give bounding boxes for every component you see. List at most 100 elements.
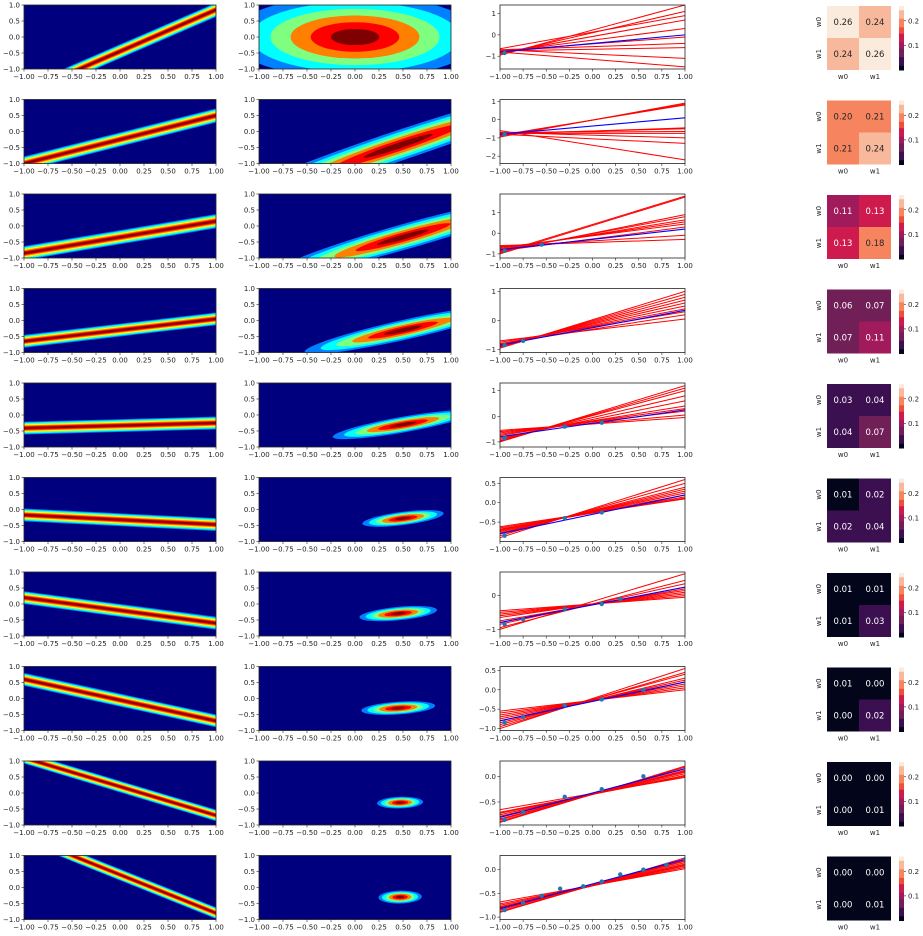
colorbar-segment — [899, 911, 904, 915]
x-tick-label: 0.75 — [654, 546, 670, 554]
heatmap-cell — [827, 100, 859, 133]
colorbar-segment — [899, 306, 904, 310]
y-tick-label: −0.5 — [238, 428, 255, 436]
x-tick-label: 0.50 — [160, 829, 176, 837]
colorbar-segment — [899, 583, 904, 587]
colorbar-segment — [899, 796, 904, 799]
colorbar-segment — [899, 229, 904, 232]
colorbar-segment — [899, 435, 904, 438]
row-label: w0 — [815, 111, 823, 121]
y-tick-label: 0.5 — [244, 868, 255, 876]
x-tick-label: −0.25 — [320, 546, 341, 554]
y-tick-label: −1.0 — [3, 538, 20, 546]
colorbar-segment — [899, 65, 904, 69]
colorbar-segment — [899, 113, 904, 116]
regression-lines-plot: −1.00 −0.75 −0.50 −0.25 0.00 0.25 0.50 0.75 1.00… — [486, 193, 693, 270]
posterior-area — [259, 5, 451, 69]
colorbar-segment — [899, 235, 904, 239]
data-point — [682, 857, 685, 862]
colorbar-segment — [899, 894, 904, 898]
likelihood-band — [24, 220, 216, 255]
x-tick-label: −0.50 — [61, 546, 82, 554]
colorbar-segment — [899, 598, 904, 602]
x-tick-label: 0.50 — [160, 357, 176, 365]
colorbar-segment — [899, 35, 904, 39]
covariance-heatmap: 0.01 0.00 0.00 0.02 w0 w1 w0 w1 0.2 0.1 — [815, 667, 919, 743]
colorbar-segment — [899, 405, 904, 408]
x-tick-label: −1.00 — [248, 73, 269, 81]
posterior-plot: −1.00 −0.75 −0.50 −0.25 0.00 0.25 0.50 0.75 1.00… — [238, 474, 459, 554]
lines-area — [500, 572, 685, 636]
colorbar-segment — [899, 162, 904, 165]
y-tick-label: −1.0 — [238, 444, 255, 452]
heatmap-cell — [827, 384, 859, 416]
x-tick-label: −0.75 — [37, 451, 58, 459]
x-tick-label: −0.25 — [85, 73, 106, 81]
data-point — [562, 703, 567, 708]
x-tick-label: −0.25 — [559, 357, 580, 365]
x-tick-label: −0.50 — [61, 262, 82, 270]
x-tick-label: 0.25 — [371, 357, 387, 365]
sample-line — [500, 417, 685, 431]
y-tick-label: −0.5 — [3, 50, 20, 58]
lines-area — [500, 99, 685, 164]
colorbar-segment — [899, 323, 904, 327]
true-line — [500, 34, 685, 53]
posterior-contour — [395, 895, 405, 899]
likelihood-band — [77, 8, 216, 69]
row-label: w0 — [815, 489, 823, 499]
colorbar-segment — [899, 624, 904, 627]
colorbar-segment — [899, 510, 904, 514]
colorbar-label: 0.2 — [908, 490, 919, 498]
heatmap-cell — [859, 667, 891, 700]
heatmap-value: 0.00 — [834, 869, 853, 879]
colorbar-segment — [899, 573, 904, 576]
y-tick-label: −1.0 — [238, 822, 255, 830]
y-tick-label: 1.0 — [244, 285, 255, 293]
likelihood-band — [24, 317, 216, 343]
x-tick-label: 0.25 — [136, 73, 152, 81]
colorbar-segment — [899, 12, 904, 16]
x-tick-label: 0.25 — [608, 168, 624, 176]
covariance-heatmap: 0.01 0.01 0.01 0.03 w0 w1 w0 w1 0.2 0.1 — [815, 573, 919, 648]
colorbar-segment — [899, 388, 904, 391]
x-tick-label: 0.25 — [608, 829, 624, 837]
row-label: w0 — [815, 206, 823, 216]
x-tick-label: 0.25 — [136, 168, 152, 176]
column-label: w0 — [838, 829, 848, 837]
colorbar-segment — [899, 712, 904, 715]
colorbar-label: 0.2 — [908, 584, 919, 592]
colorbar-segment — [899, 291, 904, 295]
heatmap-value: 0.13 — [866, 207, 885, 217]
true-line — [500, 681, 685, 722]
x-tick-label: −0.50 — [61, 640, 82, 648]
y-tick-label: 0.0 — [9, 506, 20, 514]
data-point — [599, 510, 604, 515]
y-tick-label: 1 — [492, 387, 496, 395]
x-tick-label: −0.75 — [37, 829, 58, 837]
column-label: w0 — [838, 262, 848, 270]
posterior-plot: −1.00 −0.75 −0.50 −0.25 0.00 0.25 0.50 0.75 1.00… — [238, 852, 459, 932]
posterior-area — [259, 383, 451, 447]
x-tick-label: 0.50 — [395, 829, 411, 837]
y-tick-label: 1.0 — [9, 569, 20, 577]
x-tick-label: 0.50 — [631, 168, 647, 176]
x-tick-label: 0.75 — [419, 73, 435, 81]
colorbar-segment — [899, 315, 904, 318]
data-point — [618, 872, 623, 877]
colorbar-segment — [899, 815, 904, 818]
colorbar-segment — [899, 237, 904, 241]
x-tick-label: 1.00 — [208, 546, 224, 554]
y-tick-label: −0.5 — [238, 900, 255, 908]
colorbar-label: 0.2 — [908, 112, 919, 120]
y-tick-label: −1.0 — [3, 255, 20, 263]
x-tick-label: 0.75 — [654, 640, 670, 648]
colorbar-segment — [899, 669, 904, 673]
colorbar-segment — [899, 600, 904, 604]
colorbar-segment — [899, 693, 904, 696]
row-label: w1 — [815, 238, 823, 248]
x-tick-label: 0.75 — [654, 924, 670, 932]
x-tick-label: −0.75 — [37, 640, 58, 648]
colorbar-segment — [899, 725, 904, 728]
